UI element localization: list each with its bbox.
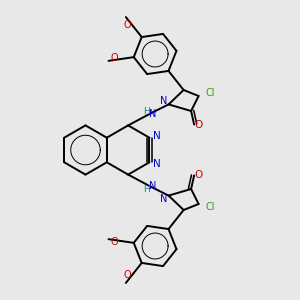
Text: O: O xyxy=(111,237,118,247)
Text: O: O xyxy=(111,53,118,63)
Text: N: N xyxy=(160,96,168,106)
Text: H: H xyxy=(143,106,149,116)
Text: N: N xyxy=(149,181,157,191)
Text: H: H xyxy=(143,184,149,194)
Text: Cl: Cl xyxy=(205,88,215,98)
Text: O: O xyxy=(195,119,203,130)
Text: N: N xyxy=(153,159,161,169)
Text: O: O xyxy=(124,20,131,30)
Text: N: N xyxy=(160,194,168,204)
Text: Cl: Cl xyxy=(205,202,215,212)
Text: N: N xyxy=(149,109,157,119)
Text: O: O xyxy=(124,270,131,280)
Text: O: O xyxy=(195,170,203,181)
Text: N: N xyxy=(153,131,161,141)
